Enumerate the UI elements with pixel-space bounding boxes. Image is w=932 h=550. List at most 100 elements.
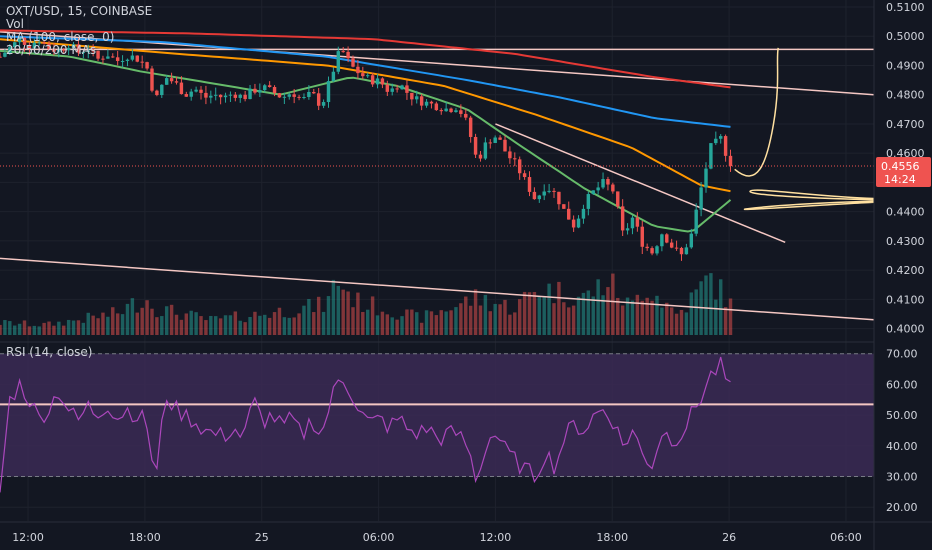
candle-body bbox=[395, 88, 399, 90]
volume-bar bbox=[601, 295, 605, 335]
volume-bar bbox=[248, 316, 252, 335]
volume-bar bbox=[62, 325, 66, 335]
candle-body bbox=[459, 110, 463, 114]
candle-body bbox=[385, 84, 390, 92]
volume-bar bbox=[567, 307, 571, 335]
candle-body bbox=[160, 84, 164, 96]
volume-bar bbox=[140, 307, 144, 335]
candle-body bbox=[434, 103, 439, 111]
volume-bar bbox=[238, 320, 242, 335]
volume-bar bbox=[439, 310, 443, 335]
moving-averages bbox=[0, 29, 732, 233]
candle-body bbox=[3, 52, 7, 57]
volume-bar bbox=[0, 324, 2, 335]
candle-body bbox=[665, 234, 669, 243]
ma50-line bbox=[0, 38, 731, 193]
price-tick-label: 0.4300 bbox=[886, 235, 925, 248]
volume-bar bbox=[464, 296, 468, 335]
volume-bar bbox=[292, 317, 296, 335]
candle-body bbox=[12, 42, 17, 48]
volume-bar bbox=[101, 312, 105, 335]
time-axis[interactable]: 12:00 18:00 25 06:00 12:00 18:00 26 06:00 bbox=[12, 531, 862, 544]
volume-bar bbox=[27, 326, 32, 335]
volume-bar bbox=[522, 291, 527, 335]
candle-body bbox=[400, 85, 404, 90]
volume-bar bbox=[326, 296, 331, 335]
volume-bar bbox=[282, 317, 287, 335]
candle-body bbox=[704, 168, 708, 188]
volume-bar bbox=[145, 300, 149, 335]
rsi-tick-label: 20.00 bbox=[886, 501, 918, 514]
candle-body bbox=[375, 78, 380, 85]
price-tick-label: 0.4800 bbox=[886, 89, 925, 102]
volume-bar bbox=[32, 325, 37, 335]
candle-body bbox=[513, 158, 517, 160]
horizontal-lines[interactable] bbox=[0, 48, 874, 406]
volume-bar bbox=[424, 310, 429, 335]
price-tick-label: 0.4600 bbox=[886, 147, 925, 160]
volume-bar bbox=[454, 307, 458, 335]
volume-bar bbox=[640, 300, 644, 335]
candle-body bbox=[223, 95, 228, 98]
candle-body bbox=[111, 56, 115, 58]
volume-bar bbox=[434, 315, 439, 335]
candle-body bbox=[576, 218, 581, 228]
volume-bar bbox=[66, 319, 71, 335]
candle-body bbox=[567, 208, 571, 220]
candle-body bbox=[439, 110, 443, 112]
volume-bar bbox=[42, 322, 46, 335]
candle-body bbox=[478, 154, 483, 159]
volume-bar bbox=[375, 315, 380, 335]
candle-body bbox=[410, 92, 414, 100]
candle-body bbox=[267, 85, 272, 88]
candle-body bbox=[218, 94, 223, 98]
rsi-indicator bbox=[0, 353, 874, 493]
candle-body bbox=[253, 88, 257, 93]
volume-bar bbox=[160, 316, 164, 335]
candle-body bbox=[297, 96, 301, 98]
candle-body bbox=[120, 60, 125, 62]
last-price-tag-bg bbox=[876, 157, 931, 188]
candle-body bbox=[488, 142, 492, 144]
candle-body bbox=[547, 190, 551, 192]
candle-body bbox=[331, 71, 336, 82]
volume-bar bbox=[625, 297, 630, 335]
last-price-tag: 0.4556 14:24 bbox=[876, 157, 931, 188]
volume-bar bbox=[120, 314, 125, 335]
candle-body bbox=[37, 42, 41, 44]
volume-bar bbox=[115, 313, 120, 335]
volume-bar bbox=[723, 307, 728, 335]
volume-bar bbox=[287, 317, 291, 335]
candle-body bbox=[689, 233, 694, 248]
ma20-line bbox=[0, 49, 732, 233]
volume-bar bbox=[218, 318, 223, 335]
volume-bar bbox=[302, 305, 306, 335]
rsi-axis[interactable]: 70.00 60.00 50.00 40.00 30.00 20.00 bbox=[886, 348, 918, 514]
candle-body bbox=[552, 190, 556, 192]
volume-bar bbox=[155, 317, 159, 335]
candle-body bbox=[361, 73, 365, 77]
candle-body bbox=[699, 187, 703, 210]
volume-bar bbox=[630, 300, 635, 335]
candle-body bbox=[174, 81, 179, 83]
candle-body bbox=[169, 78, 174, 82]
candle-body bbox=[91, 50, 95, 52]
candle-body bbox=[503, 139, 507, 152]
candle-body bbox=[454, 110, 458, 113]
candle-body bbox=[326, 81, 331, 103]
volume-bar bbox=[258, 315, 262, 335]
volume-bar bbox=[111, 307, 115, 335]
rsi-tick-label: 30.00 bbox=[886, 471, 918, 484]
candle-body bbox=[419, 96, 424, 106]
candle-body bbox=[542, 191, 546, 196]
volume-bar bbox=[194, 312, 198, 335]
trendline bbox=[0, 257, 875, 321]
candle-body bbox=[189, 91, 193, 97]
freehand-drawing[interactable] bbox=[734, 47, 875, 211]
volume-bar bbox=[272, 312, 277, 335]
candle-body bbox=[660, 234, 664, 247]
volume-bar bbox=[17, 323, 22, 335]
price-tick-label: 0.5100 bbox=[886, 1, 925, 14]
candle-body bbox=[150, 68, 154, 91]
